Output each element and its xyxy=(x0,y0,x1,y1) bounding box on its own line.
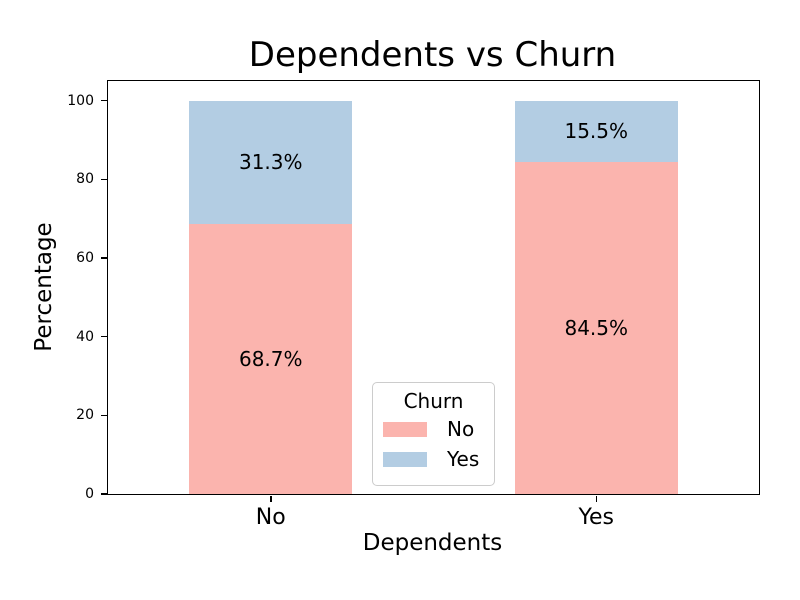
y-tick-mark xyxy=(100,99,107,102)
bar-segment-label: 84.5% xyxy=(564,315,629,340)
bar-segment-label: 31.3% xyxy=(238,150,303,175)
x-tick-label: No xyxy=(255,505,286,530)
legend-item-no: No xyxy=(383,414,484,444)
bar-segment-no-no xyxy=(189,223,353,494)
y-tick-label: 0 xyxy=(85,486,94,502)
y-tick-mark xyxy=(100,257,107,259)
y-tick-label: 100 xyxy=(67,92,94,109)
y-tick-label: 80 xyxy=(76,171,94,188)
bar-segment-yes-yes xyxy=(514,100,678,162)
legend-swatch xyxy=(383,451,427,467)
legend-swatch xyxy=(383,421,427,437)
y-tick-label: 60 xyxy=(76,250,94,266)
y-tick-mark xyxy=(100,414,107,417)
legend: Churn No Yes xyxy=(372,382,495,486)
legend-item-yes: Yes xyxy=(383,444,484,474)
legend-item-label: No xyxy=(447,417,475,441)
x-tick-label: Yes xyxy=(578,505,614,530)
y-tick-mark xyxy=(100,335,107,338)
bar-segment-yes-no xyxy=(514,161,678,494)
plot-area: 68.7% 31.3% 84.5% 15.5% 0 20 40 60 80 100 No Yes … xyxy=(67,80,760,530)
legend-title: Churn xyxy=(403,389,464,413)
bar-segment-no-yes xyxy=(189,100,353,224)
bar-segment-label: 15.5% xyxy=(564,119,629,144)
x-tick-mark xyxy=(595,495,597,502)
x-axis-label: Dependents xyxy=(362,530,503,556)
y-tick-label: 40 xyxy=(76,328,94,345)
y-tick-label: 20 xyxy=(76,407,94,424)
y-tick-mark xyxy=(100,493,107,495)
y-tick-mark xyxy=(100,178,107,181)
x-tick-mark xyxy=(270,495,272,502)
chart-title: Dependents vs Churn xyxy=(248,35,617,75)
legend-item-label: Yes xyxy=(447,447,480,471)
bar-segment-label: 68.7% xyxy=(238,346,303,371)
